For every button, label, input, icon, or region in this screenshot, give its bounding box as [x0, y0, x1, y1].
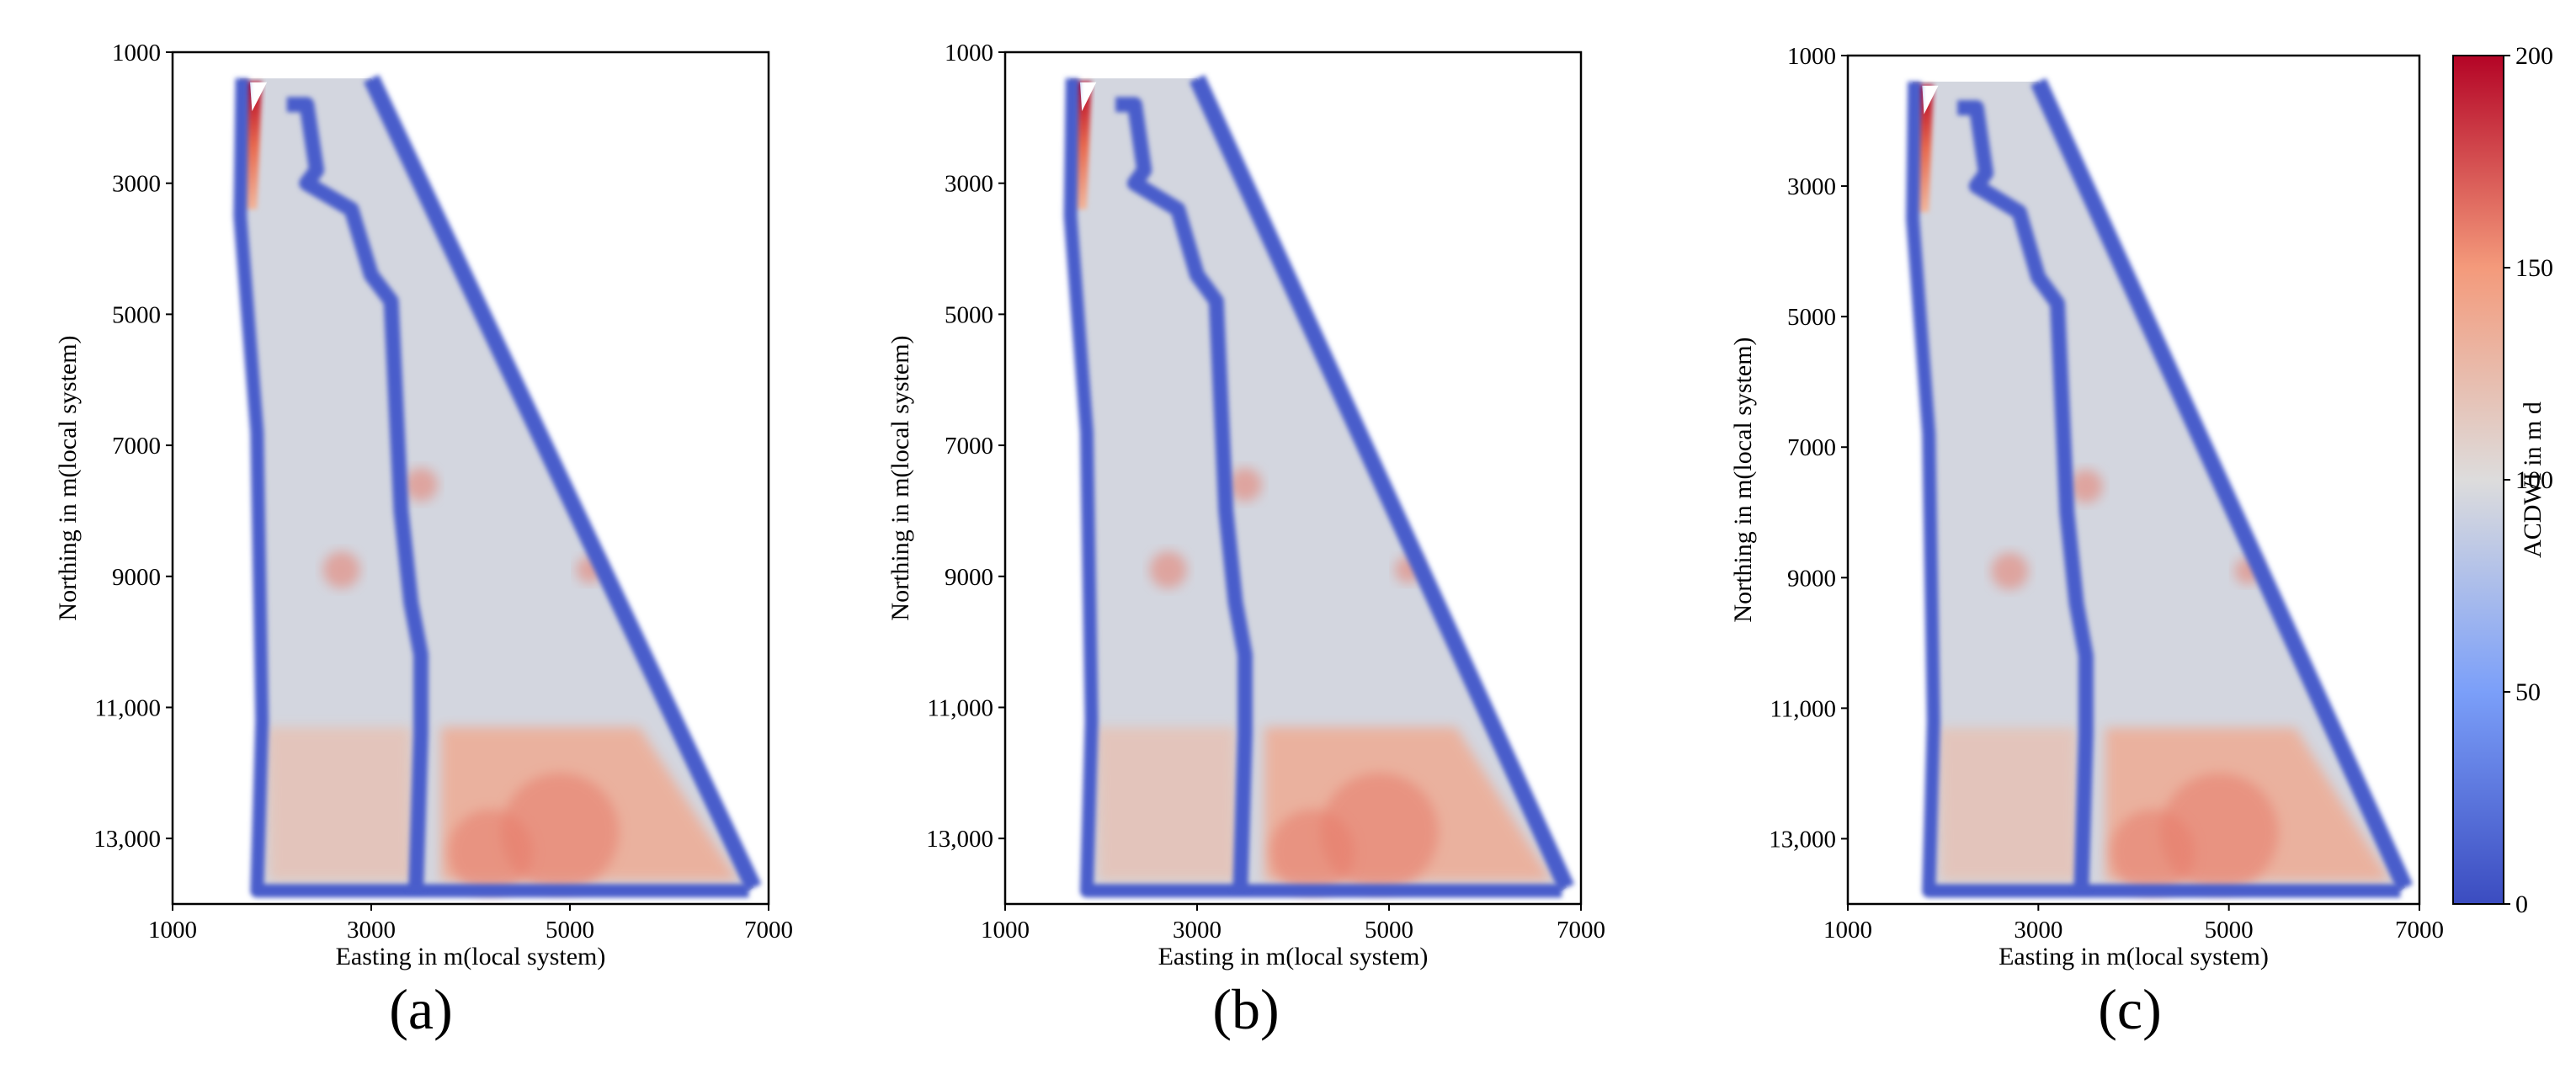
- panel-b: 1000 3000 5000 7000 1000 3000 5000 7000 9000 11,0…: [886, 40, 1605, 1041]
- x-axis-title: Easting in m(local system): [1999, 943, 2269, 970]
- x-tick-label: 1000: [148, 917, 197, 944]
- heatmap-band-east: [363, 74, 762, 891]
- y-axis-title: Northing in m(local system): [54, 335, 82, 620]
- x-tick-label: 5000: [1365, 917, 1413, 944]
- x-tick-label: 1000: [981, 917, 1030, 944]
- heatmap-hotspot: [322, 550, 360, 588]
- y-tick-label: 13,000: [93, 826, 161, 853]
- heatmap-hotspot: [2110, 809, 2195, 894]
- y-tick-label: 3000: [945, 171, 993, 198]
- colorbar-tick-label: 100: [2515, 466, 2553, 494]
- heatmap-band-west: [1063, 77, 1562, 898]
- x-tick-label: 5000: [546, 917, 594, 944]
- heatmap-band-channel: [1115, 97, 1253, 891]
- heatmap-band-channel: [286, 97, 428, 891]
- x-tick-label: 3000: [1173, 917, 1221, 944]
- heatmap-hotspot: [2068, 469, 2103, 503]
- heatmap-block-left: [1096, 726, 1237, 881]
- y-tick-label: 13,000: [926, 826, 993, 853]
- y-tick-label: 9000: [112, 564, 161, 591]
- heatmap-hotspot: [1228, 467, 1262, 502]
- heatmap-corner-gap: [250, 82, 268, 112]
- y-tick-label: 5000: [112, 301, 161, 328]
- heatmap-band-west: [1906, 81, 2401, 898]
- panel-label: (c): [2098, 977, 2161, 1041]
- y-tick-label: 7000: [945, 433, 993, 460]
- x-tick-label: 3000: [2014, 917, 2062, 944]
- heatmap-corner-gap: [1079, 82, 1097, 112]
- y-tick-label: 9000: [945, 564, 993, 591]
- panel-a: 1000 3000 5000 7000 1000 3000 5000 7000 9000 11,0…: [54, 40, 793, 1041]
- panel-c: 1000 3000 5000 7000 1000 3000 5000 7000 9000 11,0…: [1729, 43, 2444, 1041]
- heatmap-band-east: [2030, 77, 2414, 891]
- colorbar-gradient: [2452, 55, 2504, 905]
- x-axis-title: Easting in m(local system): [1158, 943, 1429, 970]
- panel-label: (a): [389, 977, 452, 1041]
- heatmap-band-west: [233, 77, 749, 898]
- heatmap-hotspot: [1991, 552, 2029, 590]
- y-tick-label: 5000: [945, 301, 993, 328]
- x-tick-label: 7000: [2395, 917, 2444, 944]
- y-tick-label: 11,000: [1770, 695, 1836, 722]
- colorbar-tick-label: 0: [2515, 891, 2528, 918]
- x-tick-label: 7000: [744, 917, 793, 944]
- x-axis-title: Easting in m(local system): [336, 943, 606, 970]
- colorbar-label: ACDWI in m d: [2519, 401, 2547, 558]
- y-tick-label: 1000: [1787, 43, 1836, 70]
- y-axis-title: Northing in m(local system): [1729, 337, 1757, 622]
- heatmap-corner-gap: [1922, 85, 1939, 114]
- y-tick-label: 1000: [945, 40, 993, 66]
- heatmap-hotspot: [1269, 809, 1355, 894]
- y-tick-label: 3000: [112, 171, 161, 198]
- heatmap-block-left: [267, 726, 413, 881]
- heatmap-band-east: [1189, 74, 1574, 891]
- colorbar-tick-label: 200: [2515, 42, 2553, 70]
- colorbar: 0 50 100 150 200 ACDWI in m d: [2452, 42, 2553, 918]
- x-tick-label: 1000: [1823, 917, 1872, 944]
- y-tick-label: 5000: [1787, 304, 1836, 331]
- x-tick-label: 3000: [347, 917, 396, 944]
- colorbar-tick-label: 150: [2515, 254, 2553, 282]
- heatmap-hotspot: [1149, 550, 1187, 588]
- x-tick-label: 7000: [1557, 917, 1605, 944]
- y-tick-label: 9000: [1787, 565, 1836, 592]
- x-tick-label: 5000: [2205, 917, 2254, 944]
- y-tick-label: 7000: [1787, 434, 1836, 461]
- heatmap-hotspot: [448, 809, 533, 894]
- colorbar-tick-label: 50: [2515, 678, 2541, 706]
- y-tick-label: 7000: [112, 433, 161, 460]
- y-tick-label: 1000: [112, 40, 161, 66]
- y-tick-label: 3000: [1787, 173, 1836, 200]
- heatmap-block-left: [1938, 727, 2078, 881]
- y-tick-label: 13,000: [1769, 826, 1836, 853]
- y-tick-label: 11,000: [927, 694, 993, 721]
- heatmap-hotspot: [404, 467, 438, 502]
- y-axis-title: Northing in m(local system): [886, 335, 914, 620]
- panel-label: (b): [1212, 977, 1279, 1041]
- heatmap-band-channel: [1957, 100, 2094, 891]
- y-tick-label: 11,000: [94, 694, 161, 721]
